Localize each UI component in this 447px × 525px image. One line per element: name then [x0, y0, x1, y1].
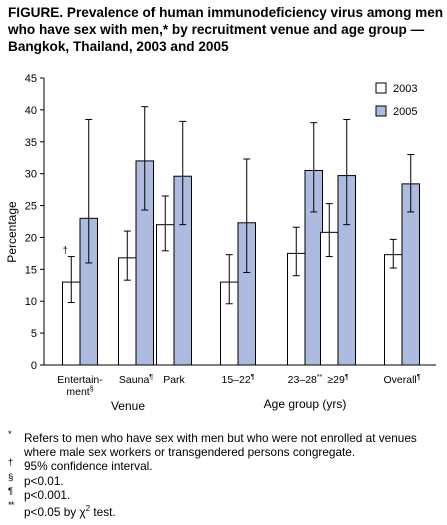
x-tick-label-mark: ¶ [345, 374, 349, 381]
y-tick-label: 20 [25, 232, 37, 244]
y-tick-label: 15 [25, 264, 37, 276]
y-tick-label: 35 [25, 137, 37, 149]
x-tick-label-mark: ¶ [251, 374, 255, 381]
legend-swatch-2003 [375, 82, 387, 94]
ci-annotation-mark: † [62, 246, 68, 257]
footnote-1: * Refers to men who have sex with men bu… [8, 429, 444, 460]
legend: 2003 2005 [375, 82, 417, 118]
footnote-superscript: 2 [85, 504, 91, 514]
x-tick-label-line: 23–28 [288, 374, 317, 386]
x-tick-label-mark: ¶ [149, 374, 153, 381]
footnote-tail: test. [90, 505, 116, 520]
footnote-5: ** p<0.05 by χ2 test. [8, 500, 444, 520]
group-label-age: Age group (yrs) [264, 397, 347, 411]
legend-swatch-2005 [375, 105, 387, 117]
x-tick-label-line: Sauna [119, 374, 150, 386]
footnote-text: p<0.01. [24, 473, 64, 488]
y-tick-label: 40 [25, 105, 37, 117]
footnote-mark: † [8, 457, 14, 469]
footnote-3: § p<0.01. [8, 471, 444, 488]
x-tick-label-line: ment [66, 386, 89, 398]
x-tick-label-mark: ** [317, 374, 323, 381]
x-tick-label-mark: ¶ [417, 374, 421, 381]
x-tick-label-line: 15–22 [222, 374, 251, 386]
x-tick-label: Sauna¶ [119, 374, 153, 386]
x-tick-label-line: Park [163, 374, 185, 386]
bar-2003 [384, 254, 403, 366]
x-tick-label: 23–28** [288, 374, 323, 386]
footnote-text: p<0.05 by χ [24, 505, 86, 520]
x-tick-label: Entertain-ment§ [57, 374, 103, 398]
x-tick-label-line: Overall [383, 374, 416, 386]
figure-title: FIGURE. Prevalence of human immunodefici… [8, 5, 444, 54]
footnote-2: † 95% confidence interval. [8, 457, 444, 474]
footnote-mark: § [8, 471, 14, 483]
y-tick-label: 25 [25, 201, 37, 213]
y-tick-label: 45 [25, 73, 37, 85]
x-axis: Entertain-ment§Sauna¶ Park 15–22¶ 23–28** ≥2… [44, 364, 436, 413]
bars: † [62, 106, 420, 366]
x-tick-label-line: Entertain- [57, 374, 103, 386]
x-tick-label: Park [163, 374, 185, 386]
y-tick-label: 5 [31, 328, 37, 340]
x-tick-label: Overall¶ [383, 374, 420, 386]
x-tick-label: ≥29¶ [327, 374, 348, 386]
legend-label-2003: 2003 [393, 83, 417, 95]
y-tick-label: 0 [31, 360, 37, 372]
footnote-mark: ** [8, 500, 14, 512]
x-tick-label: 15–22¶ [222, 374, 255, 386]
footnote-text: p<0.001. [24, 487, 71, 502]
footnote-text: 95% confidence interval. [24, 459, 153, 474]
footnotes: * Refers to men who have sex with men bu… [8, 429, 444, 520]
footnote-mark: * [8, 429, 12, 440]
y-tick-label: 30 [25, 169, 37, 181]
group-label-venue: Venue [111, 399, 145, 413]
legend-label-2005: 2005 [393, 106, 417, 118]
y-axis-label: Percentage [5, 201, 19, 263]
bar-chart: Percentage 0 5 10 15 20 25 30 35 40 45 † Entertai… [5, 73, 436, 413]
y-tick-label: 10 [25, 296, 37, 308]
footnote-4: ¶ p<0.001. [8, 485, 444, 502]
x-tick-label-line: ≥29 [327, 374, 345, 386]
y-axis: 0 5 10 15 20 25 30 35 40 45 [25, 73, 45, 372]
footnote-mark: ¶ [8, 485, 14, 497]
x-tick-label-mark: § [90, 386, 94, 393]
footnote-text: Refers to men who have sex with men but … [24, 431, 417, 460]
